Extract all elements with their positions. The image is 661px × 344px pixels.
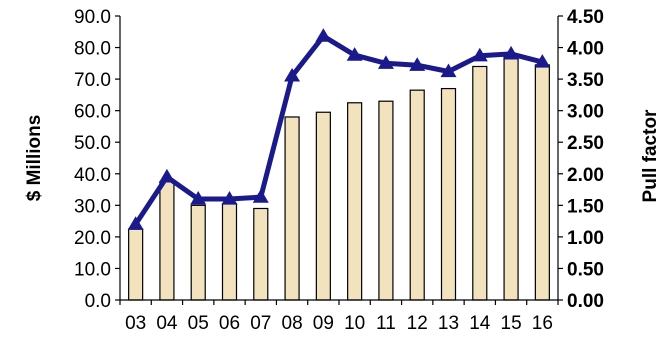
pull-factor-point-05 [190, 191, 207, 205]
pull-factor-point-11 [377, 55, 394, 69]
pull-factor-point-14 [471, 47, 488, 62]
bar-06 [221, 203, 238, 301]
left-tick-label: 90.0 [74, 7, 111, 28]
bar-16 [534, 64, 550, 301]
x-tick-label: 03 [125, 313, 146, 334]
y-axis-title-left: $ Millions [24, 115, 45, 202]
x-tick-label: 11 [376, 313, 396, 334]
bar-12 [409, 89, 425, 301]
right-tick-label: 0.00 [567, 291, 604, 312]
bar-09 [315, 111, 331, 301]
left-tick-label: 60.0 [74, 102, 111, 123]
bar-04 [159, 181, 175, 301]
right-tick-label: 1.00 [567, 228, 604, 249]
x-tick-label: 05 [188, 313, 209, 334]
x-tick-label: 04 [156, 313, 178, 334]
tick-labels: 0.0 10.0 20.0 30.0 40.0 50.0 60.0 70.0 80.0 90.0 0… [74, 7, 604, 334]
pull-factor-point-13 [440, 63, 457, 78]
left-tick-label: 70.0 [74, 70, 111, 91]
x-tick-label: 13 [438, 313, 459, 334]
right-tick-label: 2.00 [567, 165, 604, 186]
pull-factor-point-06 [221, 191, 238, 205]
left-tick-label: 40.0 [74, 165, 111, 186]
x-tick-label: 07 [250, 313, 271, 334]
right-tick-label: 4.00 [567, 39, 604, 60]
right-tick-label: 3.00 [567, 102, 604, 123]
x-tick-label: 12 [407, 313, 428, 334]
x-tick-label: 10 [344, 313, 365, 334]
pull-factor-point-12 [409, 57, 426, 71]
pull-factor-point-15 [503, 45, 520, 60]
left-tick-label: 20.0 [74, 228, 111, 249]
axes [115, 15, 563, 305]
pull-factor-point-16 [534, 54, 551, 68]
pull-factor-point-04 [158, 168, 175, 183]
right-tick-label: 3.50 [567, 70, 604, 91]
pull-factor-point-07 [252, 189, 269, 203]
bar-15 [503, 56, 519, 301]
right-tick-label: 2.50 [567, 133, 604, 154]
left-tick-label: 50.0 [74, 133, 111, 154]
x-tick-label: 06 [219, 313, 240, 334]
pull-factor-series [127, 28, 551, 230]
bar-07 [253, 207, 269, 301]
bar-10 [347, 102, 363, 301]
bar-08 [284, 116, 300, 301]
pull-factor-point-08 [284, 67, 301, 82]
x-tick-label: 08 [282, 313, 303, 334]
bar-series [128, 56, 550, 301]
x-tick-label: 14 [469, 313, 491, 334]
x-tick-label: 16 [532, 313, 553, 334]
x-tick-label: 09 [313, 313, 334, 334]
right-tick-label: 1.50 [567, 196, 604, 217]
bar-14 [472, 65, 488, 301]
bar-05 [190, 204, 206, 301]
left-tick-label: 0.0 [85, 291, 111, 312]
pull-factor-point-10 [346, 47, 363, 61]
bar-13 [440, 87, 457, 301]
right-tick-label: 4.50 [567, 7, 604, 28]
bar-11 [378, 100, 394, 301]
left-tick-label: 80.0 [74, 39, 111, 60]
bar-03 [128, 228, 144, 301]
left-tick-label: 10.0 [74, 259, 111, 280]
left-tick-label: 30.0 [74, 196, 111, 217]
pull-factor-point-09 [315, 28, 332, 42]
right-tick-label: 0.50 [567, 259, 604, 280]
x-tick-label: 15 [501, 313, 522, 334]
pull-factor-point-03 [127, 216, 144, 230]
y-axis-title-right: Pull factor [640, 109, 661, 203]
